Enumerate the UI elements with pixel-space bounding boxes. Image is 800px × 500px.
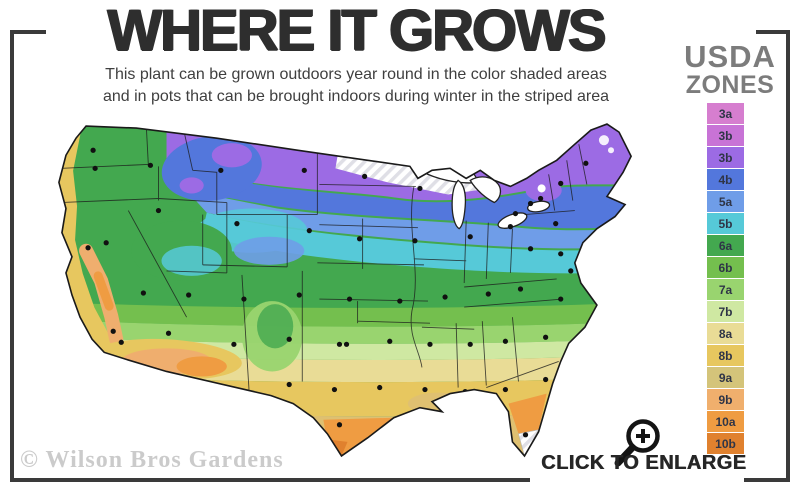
frame-top-right-arm [756, 30, 790, 34]
usa-hardiness-map[interactable] [15, 110, 670, 468]
magnifier-plus-icon[interactable] [609, 414, 669, 474]
subtitle-line-2: and in pots that can be brought indoors … [102, 87, 610, 105]
frame-top-left-arm [10, 30, 46, 34]
zone-swatch-5b-5: 5b [707, 213, 744, 234]
zone-swatch-8a-10: 8a [707, 323, 744, 344]
legend-title: USDA ZONES [676, 39, 784, 99]
us-coastline [58, 123, 633, 458]
zone-swatch-10a-14: 10a [707, 411, 744, 432]
page-title: WHERE IT GROWS [107, 0, 606, 63]
zone-swatch-3b-2: 3b [707, 147, 744, 168]
header: WHERE IT GROWS This plant can be grown o… [0, 0, 712, 107]
zone-swatch-4b-3: 4b [707, 169, 744, 190]
zone-swatch-7b-9: 7b [707, 301, 744, 322]
state-borders [59, 128, 588, 390]
zone-swatch-9b-13: 9b [707, 389, 744, 410]
legend-title-zones: ZONES [685, 71, 775, 99]
frame-bottom-right-arm [744, 478, 790, 482]
legend-title-usda: USDA [684, 39, 776, 74]
frame-right-line [786, 30, 790, 482]
frame-left-line [10, 30, 14, 482]
zone-swatch-9a-12: 9a [707, 367, 744, 388]
usa-map-svg [58, 123, 633, 458]
zone-swatch-10b-15: 10b [707, 433, 744, 454]
zone-swatch-7a-8: 7a [707, 279, 744, 300]
zone-swatch-6a-6: 6a [707, 235, 744, 256]
zone-swatch-5a-4: 5a [707, 191, 744, 212]
click-to-enlarge-button[interactable]: CLICK TO ENLARGE [541, 452, 747, 474]
watermark: © Wilson Bros Gardens [20, 447, 284, 473]
frame-bottom-line [10, 478, 530, 482]
subtitle-line-1: This plant can be grown outdoors year ro… [105, 66, 607, 83]
zone-legend: 3a 3b 3b 4b 5a 5b 6a 6b 7a 7b 8a 8b 9a 9b 10a 10b [707, 103, 744, 455]
zone-swatch-3a-0: 3a [707, 103, 744, 124]
zone-swatch-6b-7: 6b [707, 257, 744, 278]
zone-swatch-3b-1: 3b [707, 125, 744, 146]
zone-swatch-8b-11: 8b [707, 345, 744, 366]
subtitle: This plant can be grown outdoors year ro… [0, 64, 712, 107]
